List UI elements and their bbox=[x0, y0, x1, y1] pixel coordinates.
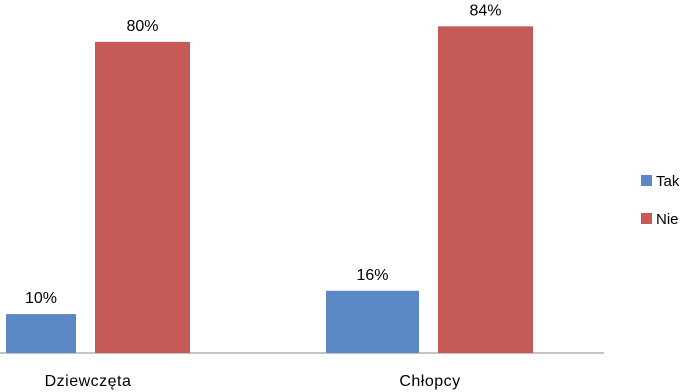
category-labels-group: Dziewczęta Chłopcy bbox=[45, 373, 461, 390]
legend-label-tak: Tak bbox=[656, 173, 680, 190]
legend-swatch-tak bbox=[641, 175, 652, 186]
value-label-nie-0: 80% bbox=[126, 18, 158, 35]
value-labels-group: 10% 80% 16% 84% bbox=[25, 2, 502, 307]
bars-group bbox=[6, 26, 533, 354]
value-label-tak-0: 10% bbox=[25, 290, 57, 307]
legend-label-nie: Nie bbox=[656, 211, 679, 228]
bar-tak-0 bbox=[6, 314, 76, 353]
value-label-nie-1: 84% bbox=[469, 2, 501, 19]
bar-tak-1 bbox=[326, 290, 419, 353]
category-label-0: Dziewczęta bbox=[45, 373, 132, 390]
bar-nie-1 bbox=[438, 26, 533, 353]
category-label-1: Chłopcy bbox=[399, 373, 460, 390]
legend-swatch-nie bbox=[641, 213, 652, 224]
value-label-tak-1: 16% bbox=[356, 267, 388, 284]
bar-nie-0 bbox=[95, 41, 190, 354]
legend: Tak Nie bbox=[641, 173, 680, 228]
